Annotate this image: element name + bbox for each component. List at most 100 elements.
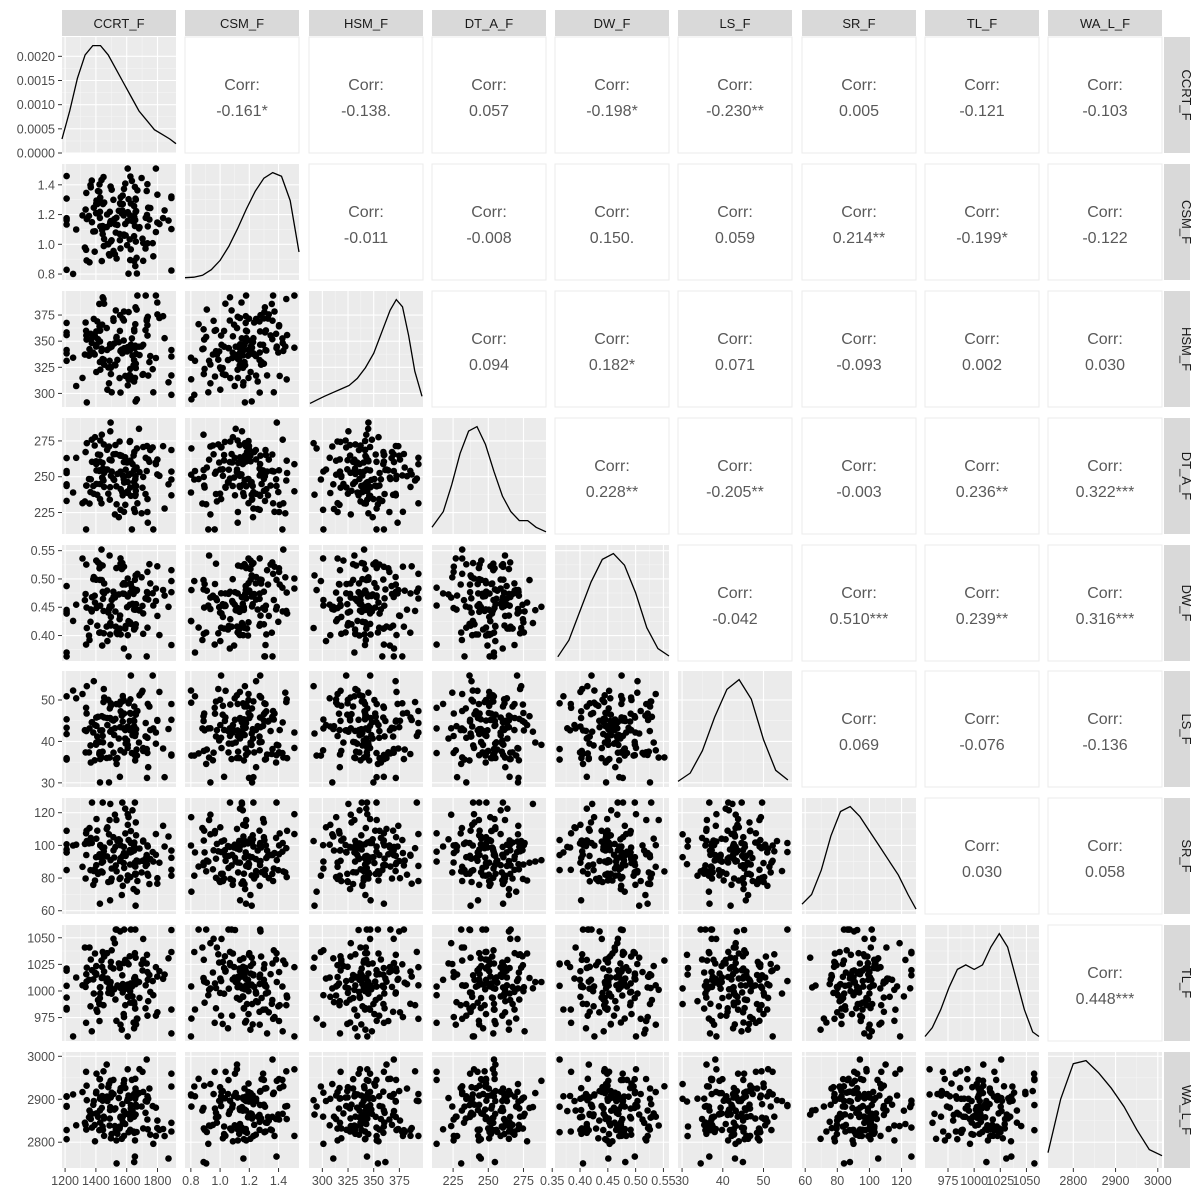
scatter-point <box>117 1021 124 1028</box>
scatter-point <box>717 1012 724 1019</box>
scatter-point <box>864 953 871 960</box>
scatter-point <box>250 488 257 496</box>
scatter-point <box>112 996 119 1003</box>
scatter-point <box>246 587 253 594</box>
scatter-point <box>724 855 731 862</box>
scatter-point <box>100 580 108 587</box>
scatter-point <box>88 608 96 615</box>
scatter-point <box>275 968 283 976</box>
scatter-point <box>282 689 289 696</box>
scatter-point <box>168 926 175 934</box>
scatter-point <box>468 696 475 704</box>
scatter-point <box>106 631 114 638</box>
scatter-point <box>69 489 77 496</box>
scatter-point <box>589 861 597 868</box>
scatter-point <box>513 672 521 679</box>
scatter-point <box>452 1021 460 1028</box>
scatter-point <box>138 869 145 876</box>
scatter-point <box>335 710 343 717</box>
scatter-point <box>191 467 199 475</box>
scatter-point <box>161 592 168 599</box>
scatter-point <box>268 300 276 308</box>
scatter-point <box>94 733 101 740</box>
scatter-point <box>596 857 603 865</box>
scatter-point <box>248 603 256 610</box>
scatter-point <box>168 391 175 399</box>
scatter-point <box>771 951 778 958</box>
corr-value: -0.198* <box>586 103 638 120</box>
scatter-point <box>168 566 175 574</box>
scatter-point <box>572 725 579 732</box>
scatter-point <box>578 848 586 855</box>
scatter-point <box>106 357 113 365</box>
scatter-point <box>234 590 241 597</box>
scatter-point <box>752 830 760 837</box>
scatter-point <box>351 552 358 559</box>
scatter-point <box>94 622 101 629</box>
scatter-point <box>830 989 837 997</box>
scatter-point <box>479 864 486 872</box>
scatter-point <box>144 976 152 984</box>
scatter-point <box>119 989 126 996</box>
scatter-point <box>270 716 278 723</box>
scatter-point <box>492 637 499 645</box>
scatter-point <box>114 754 121 762</box>
scatter-point <box>83 604 90 611</box>
scatter-point <box>399 836 406 844</box>
scatter-point <box>234 366 241 374</box>
scatter-point <box>161 505 168 512</box>
scatter-point <box>111 939 119 947</box>
scatter-point <box>96 1075 104 1083</box>
scatter-point <box>596 723 603 731</box>
scatter-point <box>447 939 455 947</box>
scatter-point <box>232 606 239 614</box>
scatter-point <box>131 870 139 877</box>
scatter-point <box>784 839 791 847</box>
scatter-point <box>718 835 725 842</box>
scatter-point <box>896 1033 904 1040</box>
scatter-point <box>362 1026 369 1033</box>
scatter-point <box>577 967 584 975</box>
scatter-point <box>336 847 344 854</box>
scatter-point <box>360 877 368 884</box>
scatter-point <box>606 991 613 999</box>
scatter-point <box>560 1006 567 1013</box>
scatter-HSM_F-vs-CCRT_F <box>63 292 175 406</box>
scatter-point <box>124 1033 131 1040</box>
scatter-point <box>154 717 161 725</box>
scatter-point <box>103 211 111 218</box>
scatter-point <box>161 1132 168 1140</box>
scatter-point <box>340 962 347 970</box>
scatter-point <box>619 799 627 806</box>
scatter-point <box>126 619 134 626</box>
scatter-point <box>474 714 482 721</box>
scatter-point <box>225 466 233 474</box>
scatter-point <box>646 727 654 735</box>
scatter-point <box>484 837 492 844</box>
scatter-point <box>856 960 864 967</box>
scatter-point <box>466 620 473 628</box>
scatter-point <box>715 866 723 874</box>
scatter-point <box>556 745 563 753</box>
scatter-point <box>125 270 132 278</box>
corr-label: Corr: <box>717 585 753 602</box>
scatter-point <box>94 451 102 458</box>
corr-panel <box>1047 544 1163 662</box>
scatter-point <box>516 848 524 855</box>
scatter-point <box>210 749 217 756</box>
scatter-point <box>368 719 376 726</box>
scatter-point <box>516 630 524 637</box>
scatter-point <box>257 612 264 619</box>
scatter-point <box>725 993 733 1000</box>
scatter-point <box>579 760 587 768</box>
scatter-point <box>839 960 847 968</box>
scatter-point <box>352 685 359 693</box>
scatter-point <box>463 779 470 786</box>
scatter-point <box>83 1126 90 1133</box>
scatter-point <box>120 864 128 872</box>
scatter-point <box>505 857 513 865</box>
corr-panel <box>677 290 793 408</box>
scatter-point <box>588 728 596 735</box>
scatter-point <box>516 996 523 1003</box>
scatter-point <box>320 468 327 475</box>
